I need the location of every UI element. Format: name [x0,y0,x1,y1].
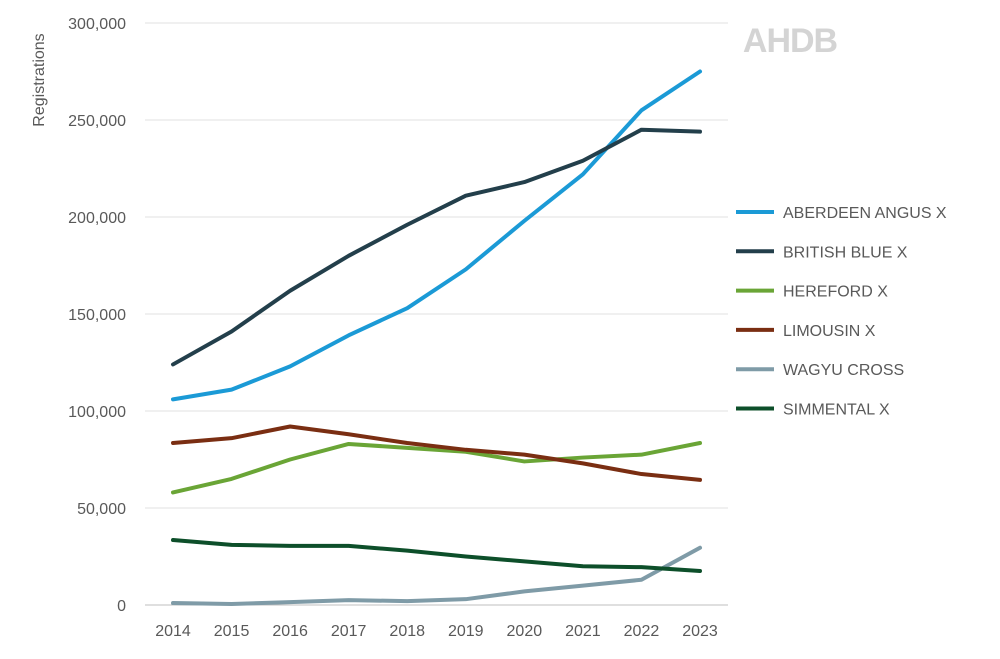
legend-label: SIMMENTAL X [783,402,890,419]
x-tick-label: 2021 [565,623,601,640]
y-tick-label: 150,000 [68,307,126,324]
series-line-aberdeen-angus-x [171,69,702,402]
ahdb-logo: AHDB [743,22,838,60]
legend: ABERDEEN ANGUS X BRITISH BLUE X HEREFORD X… [736,205,947,419]
legend-label: ABERDEEN ANGUS X [783,205,947,222]
y-tick-label: 300,000 [68,16,126,33]
y-tick-label: 50,000 [77,501,126,518]
y-tick-label: 100,000 [68,404,126,421]
x-tick-label: 2018 [389,623,425,640]
legend-label: LIMOUSIN X [783,323,876,340]
legend-label: HEREFORD X [783,284,888,301]
series-line-british-blue-x [171,127,702,367]
x-tick-label: 2015 [214,623,250,640]
series-line-limousin-x [171,424,702,482]
x-tick-label: 2017 [331,623,367,640]
x-tick-label: 2019 [448,623,484,640]
legend-label: WAGYU CROSS [783,362,904,379]
x-tick-label: 2014 [155,623,191,640]
y-tick-label: 0 [117,598,126,615]
series-line-hereford-x [171,441,702,495]
x-tick-label: 2016 [272,623,308,640]
x-axis-ticks: 2014 2015 2016 2017 2018 2019 2020 2021 2022 2023 [155,623,718,640]
y-axis-label: Registrations [31,33,48,126]
y-tick-label: 200,000 [68,210,126,227]
x-tick-label: 2022 [624,623,660,640]
legend-label: BRITISH BLUE X [783,244,908,261]
series-line-simmental-x [171,538,702,574]
series-line-wagyu-cross [171,545,702,607]
x-tick-label: 2023 [682,623,718,640]
series-lines [171,69,702,607]
x-tick-label: 2020 [507,623,543,640]
y-tick-label: 250,000 [68,113,126,130]
y-axis-ticks: 0 50,000 100,000 150,000 200,000 250,000 300,0… [68,16,126,615]
gridlines [145,22,728,606]
